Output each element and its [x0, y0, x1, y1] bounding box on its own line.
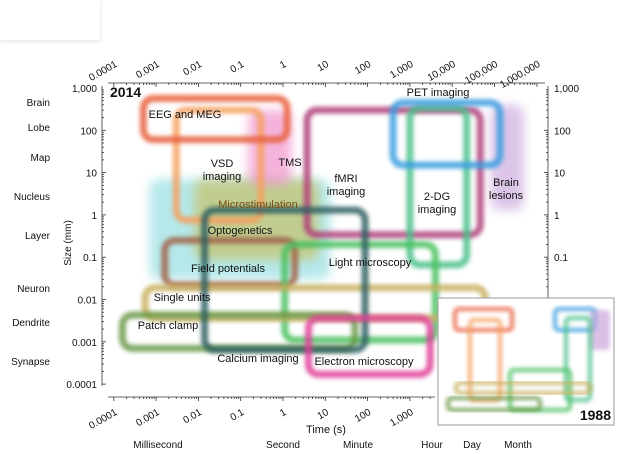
method-label: Patch clamp: [138, 320, 199, 332]
method-label: 2-DG imaging: [418, 191, 457, 216]
size-label-nucleus: Nucleus: [14, 192, 50, 203]
x-tick-top: 1,000: [388, 59, 416, 81]
method-label: Field potentials: [191, 263, 265, 275]
y-tick-left: 1,000: [72, 84, 97, 95]
inset-region: [446, 396, 542, 412]
x-tick-bottom: 1,000: [388, 407, 416, 429]
size-label-dendrite: Dendrite: [12, 318, 50, 329]
y-tick-left: 0.01: [78, 296, 98, 307]
method-label: TMS: [278, 157, 301, 169]
inset-region: [564, 316, 592, 402]
x-tick-top: 100: [353, 59, 373, 77]
x-tick-top: 1,000,000: [498, 59, 542, 91]
x-tick-top: 0.0001: [87, 59, 119, 84]
x-tick-bottom: 0.001: [134, 407, 162, 429]
y-tick-left: 0.1: [83, 253, 97, 264]
y-tick-right: 10: [554, 169, 566, 180]
size-label-lobe: Lobe: [28, 123, 51, 134]
size-label-synapse: Synapse: [11, 357, 50, 368]
year-inset: 1988: [580, 407, 611, 423]
y-tick-left: 1: [91, 211, 97, 222]
method-region-vsd-imaging: [172, 106, 265, 224]
method-region-pet-imaging: [389, 99, 504, 169]
time-label-millisecond: Millisecond: [133, 440, 182, 451]
y-tick-right: 100: [554, 126, 571, 137]
size-label-map: Map: [31, 153, 51, 164]
method-label: Single units: [154, 292, 211, 304]
size-label-layer: Layer: [25, 231, 51, 242]
method-label: PET imaging: [407, 87, 470, 99]
x-tick-top: 0.1: [229, 59, 247, 76]
method-label: fMRI imaging: [327, 173, 366, 198]
x-axis-title: Time (s): [306, 424, 346, 436]
y-tick-left: 0.001: [72, 338, 97, 349]
time-label-hour: Hour: [421, 440, 443, 451]
method-region-calcium-imaging: [201, 206, 369, 354]
x-tick-bottom: 0.1: [229, 407, 247, 424]
x-tick-top: 0.001: [134, 59, 162, 81]
method-labels: Optogenetics Microstimulation Brain lesions…: [138, 87, 524, 368]
blank-card: [0, 0, 100, 40]
size-label-brain: Brain: [27, 98, 50, 109]
inset-region: [454, 381, 592, 395]
time-label-minute: Minute: [343, 440, 373, 451]
method-label: Light microscopy: [329, 257, 412, 269]
time-label-month: Month: [504, 440, 532, 451]
method-label: EEG and MEG: [149, 109, 222, 121]
inset-1988: 1988: [437, 297, 615, 426]
method-region-electron-microscopy: [304, 314, 434, 378]
size-label-neuron: Neuron: [17, 284, 50, 295]
method-label: Microstimulation: [218, 199, 297, 211]
y-tick-right: 1,000: [554, 84, 579, 95]
x-tick-bottom: 10: [316, 407, 332, 422]
y-tick-right: 0.1: [554, 253, 568, 264]
method-label: Brain lesions: [489, 177, 524, 202]
x-tick-bottom: 0.0001: [87, 407, 119, 432]
y-tick-left: 10: [86, 169, 98, 180]
method-label: VSD imaging: [203, 158, 242, 183]
method-label: Calcium imaging: [217, 353, 298, 365]
y-tick-left: 0.0001: [66, 380, 97, 391]
method-region-eeg-and-meg: [139, 94, 291, 144]
x-tick-bottom: 1: [278, 407, 289, 420]
time-label-day: Day: [463, 440, 481, 451]
x-tick-top: 10,000: [426, 59, 458, 84]
y-tick-left: 100: [80, 126, 97, 137]
y-tick-right: 1: [554, 211, 560, 222]
time-label-second: Second: [266, 440, 300, 451]
x-tick-top: 100,000: [463, 59, 500, 87]
year-main: 2014: [110, 84, 141, 100]
method-label: Optogenetics: [208, 225, 273, 237]
method-region-light-microscopy: [281, 240, 439, 344]
methods-layer: [118, 94, 525, 378]
x-tick-top: 0.01: [182, 59, 205, 78]
inset-region: [453, 307, 514, 332]
x-tick-bottom: 100: [353, 407, 373, 425]
method-label: Electron microscopy: [314, 356, 414, 368]
inset-region: [590, 310, 610, 350]
y-axis-title: Size (mm): [63, 220, 74, 266]
x-tick-bottom: 0.01: [182, 407, 205, 426]
x-tick-top: 10: [316, 59, 332, 74]
x-tick-top: 1: [278, 59, 289, 72]
